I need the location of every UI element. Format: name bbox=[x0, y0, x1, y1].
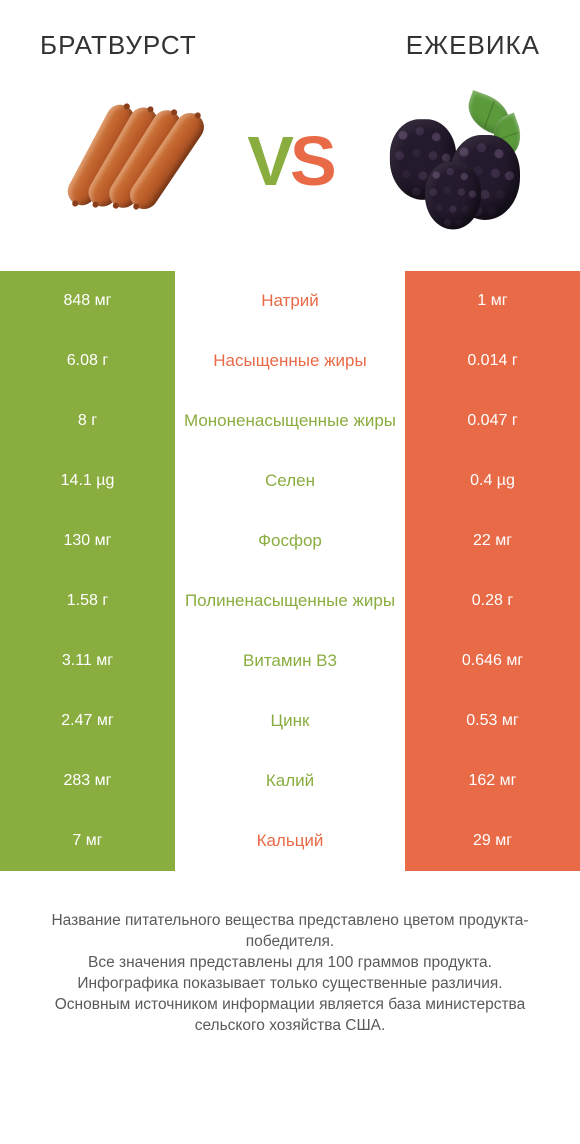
nutrient-name: Насыщенные жиры bbox=[175, 331, 405, 391]
left-value-cell: 6.08 г bbox=[0, 331, 175, 391]
blackberry-illustration bbox=[380, 91, 540, 231]
left-value-cell: 130 мг bbox=[0, 511, 175, 571]
right-value-cell: 0.646 мг bbox=[405, 631, 580, 691]
table-row: 7 мгКальций29 мг bbox=[0, 811, 580, 871]
footer-note: Название питательного вещества представл… bbox=[0, 871, 580, 1037]
left-value-cell: 848 мг bbox=[0, 271, 175, 331]
footer-line: Название питательного вещества представл… bbox=[30, 911, 550, 953]
table-row: 2.47 мгЦинк0.53 мг bbox=[0, 691, 580, 751]
right-value-cell: 0.014 г bbox=[405, 331, 580, 391]
table-row: 848 мгНатрий1 мг bbox=[0, 271, 580, 331]
nutrient-name: Калий bbox=[175, 751, 405, 811]
left-value-cell: 14.1 µg bbox=[0, 451, 175, 511]
right-value-cell: 0.047 г bbox=[405, 391, 580, 451]
table-row: 8 гМононенасыщенные жиры0.047 г bbox=[0, 391, 580, 451]
left-value-cell: 2.47 мг bbox=[0, 691, 175, 751]
right-product-image bbox=[380, 91, 540, 231]
footer-line: Основным источником информации является … bbox=[30, 995, 550, 1037]
left-value-cell: 1.58 г bbox=[0, 571, 175, 631]
table-row: 14.1 µgСелен0.4 µg bbox=[0, 451, 580, 511]
vs-v: V bbox=[247, 122, 290, 200]
nutrient-name: Полиненасыщенные жиры bbox=[175, 571, 405, 631]
nutrient-name: Витамин B3 bbox=[175, 631, 405, 691]
right-product-title: ЕЖЕВИКА bbox=[406, 30, 540, 61]
right-value-cell: 0.28 г bbox=[405, 571, 580, 631]
right-value-cell: 22 мг bbox=[405, 511, 580, 571]
right-value-cell: 0.4 µg bbox=[405, 451, 580, 511]
footer-line: Инфографика показывает только существенн… bbox=[30, 974, 550, 995]
nutrient-name: Кальций bbox=[175, 811, 405, 871]
header: БРАТВУРСТ ЕЖЕВИКА bbox=[0, 0, 580, 81]
right-value-cell: 0.53 мг bbox=[405, 691, 580, 751]
nutrient-name: Натрий bbox=[175, 271, 405, 331]
comparison-table: 848 мгНатрий1 мг6.08 гНасыщенные жиры0.0… bbox=[0, 271, 580, 871]
left-value-cell: 283 мг bbox=[0, 751, 175, 811]
left-value-cell: 7 мг bbox=[0, 811, 175, 871]
table-row: 130 мгФосфор22 мг bbox=[0, 511, 580, 571]
left-value-cell: 8 г bbox=[0, 391, 175, 451]
right-value-cell: 162 мг bbox=[405, 751, 580, 811]
nutrient-name: Мононенасыщенные жиры bbox=[175, 391, 405, 451]
right-value-cell: 29 мг bbox=[405, 811, 580, 871]
table-row: 3.11 мгВитамин B30.646 мг bbox=[0, 631, 580, 691]
nutrient-name: Цинк bbox=[175, 691, 405, 751]
nutrient-name: Селен bbox=[175, 451, 405, 511]
vs-s: S bbox=[290, 122, 333, 200]
table-row: 6.08 гНасыщенные жиры0.014 г bbox=[0, 331, 580, 391]
left-product-title: БРАТВУРСТ bbox=[40, 30, 197, 61]
left-product-image bbox=[40, 91, 200, 231]
left-value-cell: 3.11 мг bbox=[0, 631, 175, 691]
right-value-cell: 1 мг bbox=[405, 271, 580, 331]
footer-line: Все значения представлены для 100 граммо… bbox=[30, 953, 550, 974]
table-row: 283 мгКалий162 мг bbox=[0, 751, 580, 811]
sausage-illustration bbox=[40, 101, 200, 221]
hero: VS bbox=[0, 81, 580, 271]
vs-label: VS bbox=[247, 121, 332, 201]
nutrient-name: Фосфор bbox=[175, 511, 405, 571]
table-row: 1.58 гПолиненасыщенные жиры0.28 г bbox=[0, 571, 580, 631]
